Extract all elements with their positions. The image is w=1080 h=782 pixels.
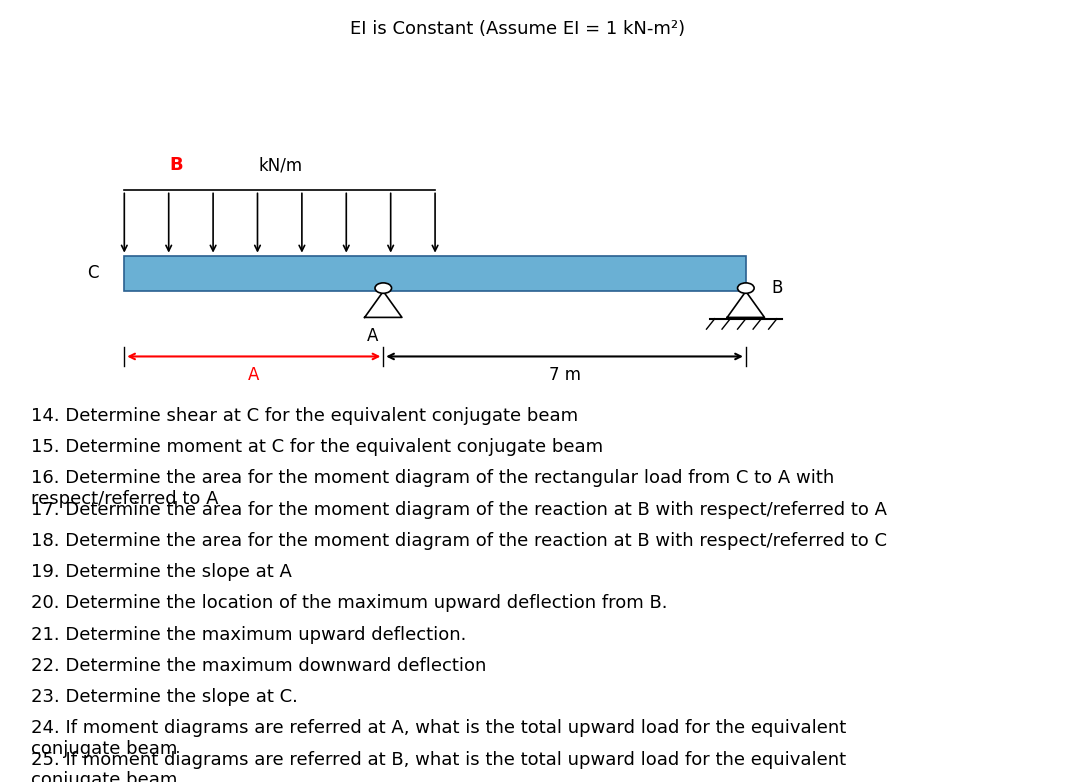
Circle shape xyxy=(738,283,754,293)
Circle shape xyxy=(375,283,392,293)
Text: A: A xyxy=(367,327,379,345)
FancyBboxPatch shape xyxy=(124,256,746,292)
Text: 22. Determine the maximum downward deflection: 22. Determine the maximum downward defle… xyxy=(31,657,486,675)
Text: 15. Determine moment at C for the equivalent conjugate beam: 15. Determine moment at C for the equiva… xyxy=(31,438,604,456)
Text: 17. Determine the area for the moment diagram of the reaction at B with respect/: 17. Determine the area for the moment di… xyxy=(31,500,887,518)
Text: 20. Determine the location of the maximum upward deflection from B.: 20. Determine the location of the maximu… xyxy=(31,594,667,612)
Text: 24. If moment diagrams are referred at A, what is the total upward load for the : 24. If moment diagrams are referred at A… xyxy=(31,719,847,759)
Text: 16. Determine the area for the moment diagram of the rectangular load from C to : 16. Determine the area for the moment di… xyxy=(31,469,835,508)
Text: 25. If moment diagrams are referred at B, what is the total upward load for the : 25. If moment diagrams are referred at B… xyxy=(31,751,847,782)
Text: 7 m: 7 m xyxy=(549,366,581,384)
Text: 23. Determine the slope at C.: 23. Determine the slope at C. xyxy=(31,688,298,706)
Text: 21. Determine the maximum upward deflection.: 21. Determine the maximum upward deflect… xyxy=(31,626,467,644)
Text: 14. Determine shear at C for the equivalent conjugate beam: 14. Determine shear at C for the equival… xyxy=(31,407,578,425)
Text: B: B xyxy=(170,156,183,174)
Text: kN/m: kN/m xyxy=(259,156,303,174)
Text: C: C xyxy=(86,264,98,282)
Text: B: B xyxy=(772,279,783,297)
Text: EI is Constant (Assume EI = 1 kN-m²): EI is Constant (Assume EI = 1 kN-m²) xyxy=(350,20,686,38)
Text: 19. Determine the slope at A: 19. Determine the slope at A xyxy=(31,563,292,581)
Text: A: A xyxy=(248,366,259,384)
Text: 18. Determine the area for the moment diagram of the reaction at B with respect/: 18. Determine the area for the moment di… xyxy=(31,532,887,550)
